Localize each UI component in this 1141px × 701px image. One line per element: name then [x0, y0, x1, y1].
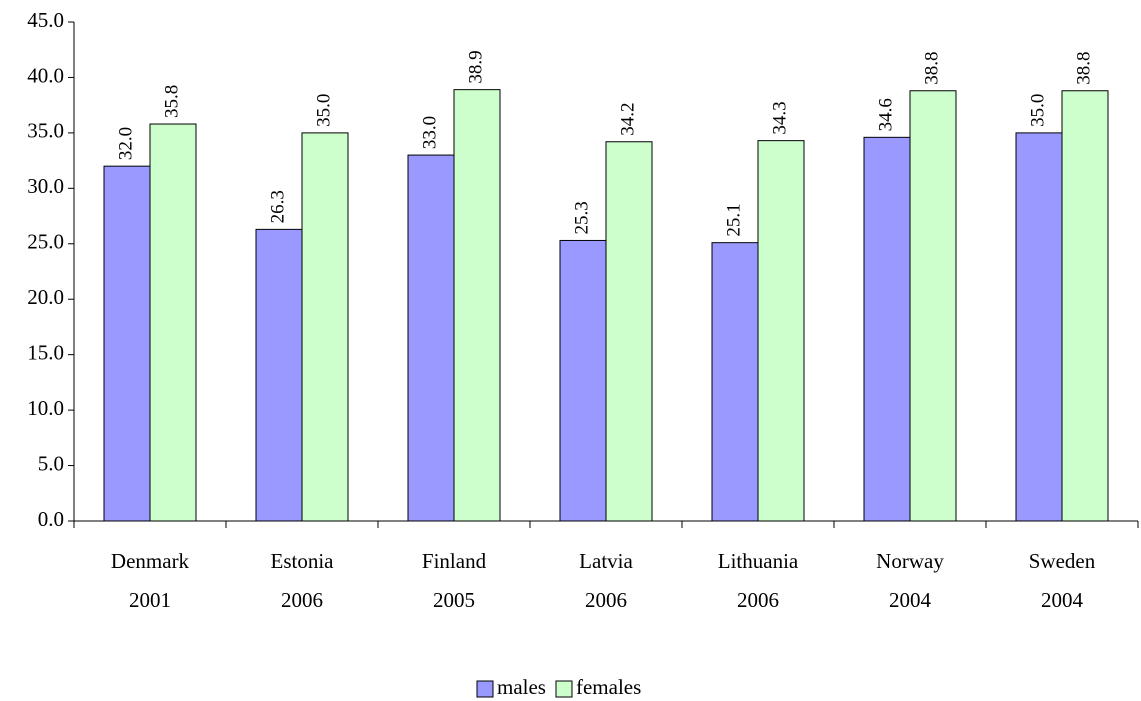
bar: [301, 132, 349, 522]
x-tick-label: Finland: [422, 549, 487, 573]
y-tick-label: 0.0: [38, 507, 64, 531]
y-tick-label: 15.0: [27, 340, 64, 364]
value-label: 26.3: [267, 190, 288, 223]
value-label: 38.9: [465, 50, 486, 83]
y-tick-label: 10.0: [27, 396, 64, 420]
bar: [711, 242, 759, 522]
y-tick-label: 30.0: [27, 174, 64, 198]
x-tick-label: Norway: [876, 549, 944, 573]
y-tick-label: 40.0: [27, 63, 64, 87]
x-tick-label: Denmark: [111, 549, 190, 573]
y-tick-label: 20.0: [27, 285, 64, 309]
x-tick-label: Latvia: [579, 549, 633, 573]
value-label: 25.1: [723, 203, 744, 236]
bar: [103, 165, 151, 522]
value-label: 35.8: [161, 85, 182, 118]
y-tick-label: 35.0: [27, 119, 64, 143]
x-tick-label: Estonia: [271, 549, 335, 573]
bar: [909, 90, 957, 522]
legend-swatch: [476, 680, 494, 698]
y-tick-label: 25.0: [27, 230, 64, 254]
legend-swatch: [555, 680, 573, 698]
value-label: 35.0: [1027, 94, 1048, 127]
legend-label: males: [497, 675, 546, 699]
x-tick-label: 2006: [737, 588, 779, 612]
value-label: 34.3: [769, 101, 790, 134]
x-tick-label: 2006: [585, 588, 627, 612]
bar: [1061, 90, 1109, 522]
x-tick-label: 2001: [129, 588, 171, 612]
bar: [863, 136, 911, 522]
value-label: 25.3: [571, 201, 592, 234]
bar: [255, 228, 303, 522]
x-tick-label: Lithuania: [718, 549, 799, 573]
bar: [757, 140, 805, 522]
x-tick-label: 2005: [433, 588, 475, 612]
value-label: 38.8: [921, 52, 942, 85]
bar: [559, 239, 607, 522]
bar: [605, 141, 653, 522]
value-label: 34.2: [617, 103, 638, 136]
legend-label: females: [576, 675, 641, 699]
value-label: 33.0: [419, 116, 440, 149]
x-tick-label: 2004: [1041, 588, 1084, 612]
value-label: 35.0: [313, 94, 334, 127]
x-tick-label: Sweden: [1029, 549, 1096, 573]
x-tick-label: 2004: [889, 588, 932, 612]
x-tick-label: 2006: [281, 588, 323, 612]
value-label: 32.0: [115, 127, 136, 160]
y-tick-label: 45.0: [27, 8, 64, 32]
bar: [1015, 132, 1063, 522]
bar: [453, 89, 501, 522]
value-label: 34.6: [875, 98, 896, 131]
y-tick-label: 5.0: [38, 451, 64, 475]
value-label: 38.8: [1073, 52, 1094, 85]
bar: [407, 154, 455, 522]
bar: [149, 123, 197, 522]
